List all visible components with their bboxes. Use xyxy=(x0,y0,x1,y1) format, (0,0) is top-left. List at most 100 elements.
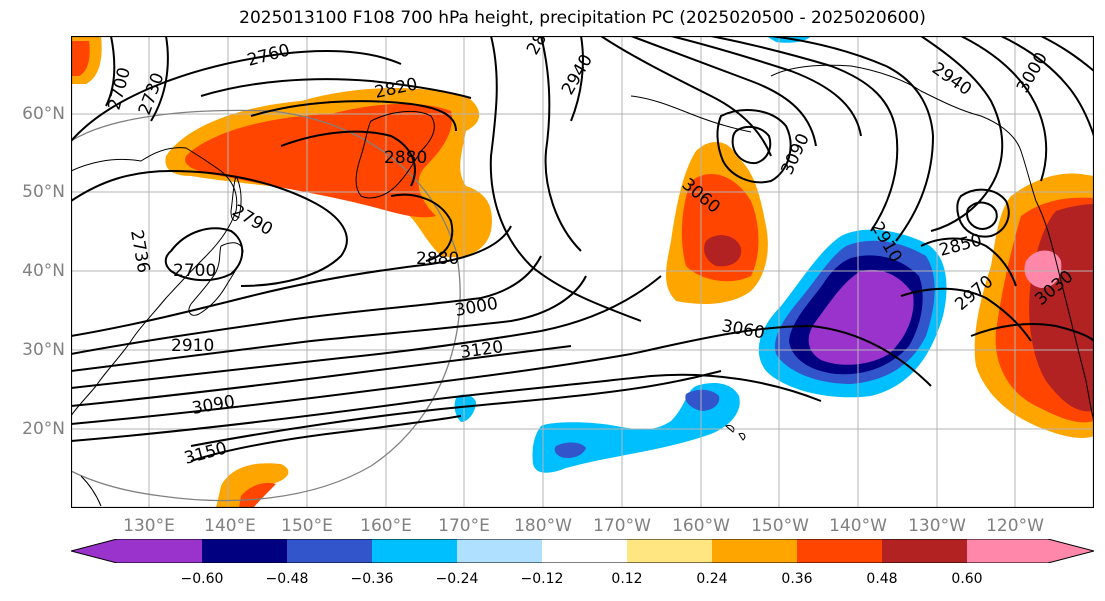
precip-fill-lightblue-small xyxy=(454,394,476,422)
lon-label-170w: 170°W xyxy=(593,516,651,536)
lat-label-30n: 30°N xyxy=(22,340,65,360)
colorbar-tick-label: −0.60 xyxy=(180,571,224,587)
lon-label-130w: 130°W xyxy=(908,516,966,536)
contour-2850 xyxy=(250,100,457,132)
height-contours xyxy=(71,36,1094,462)
contour-2700-nw xyxy=(105,36,116,107)
contour-east-d xyxy=(1040,36,1094,72)
contour-3030-east xyxy=(970,323,1094,342)
precip-fill-darkred-central xyxy=(704,235,742,267)
colorbar-segment-paleblue xyxy=(457,539,542,563)
contour-east-b xyxy=(960,36,1048,182)
contour-2970-east xyxy=(900,287,1032,342)
contour-east-c xyxy=(1000,36,1094,137)
contour-label: 2880 xyxy=(416,249,459,269)
precip-fill-pink-westcoast xyxy=(1024,250,1062,288)
colorbar-tick-label: 0.12 xyxy=(611,571,643,587)
precip-fill-purple-nepac xyxy=(808,269,914,365)
colorbar-segment-purple xyxy=(71,539,117,563)
contour-2940 xyxy=(71,255,542,355)
colorbar-segment-navy xyxy=(202,539,287,563)
contour-2760 xyxy=(71,50,402,142)
colorbar-tick-label: −0.36 xyxy=(350,571,394,587)
lon-label-180w: 180°W xyxy=(514,516,572,536)
contour-ridge-c xyxy=(670,36,862,137)
contour-low-ring xyxy=(956,188,1010,238)
lon-label-150e: 150°E xyxy=(281,516,333,536)
lon-label-120w: 120°W xyxy=(986,516,1044,536)
colorbar-segment-yellow xyxy=(627,539,712,563)
lon-label-140w: 140°W xyxy=(829,516,887,536)
lon-label-150w: 150°W xyxy=(751,516,809,536)
contour-label: 2910 xyxy=(171,336,214,356)
colorbar-segment-pink xyxy=(967,539,1048,563)
contour-ridge-e xyxy=(770,36,935,242)
colorbar-segment-blue xyxy=(287,539,372,563)
lon-label-140e: 140°E xyxy=(204,516,256,536)
contour-2850-east xyxy=(920,237,1017,287)
colorbar-tick-label: 0.36 xyxy=(781,571,813,587)
lon-label-160w: 160°W xyxy=(672,516,730,536)
precip-fill-blue-subtrop-a xyxy=(685,389,720,411)
coast-alaska xyxy=(770,64,1037,202)
contour-2970 xyxy=(71,275,587,372)
colorbar-segment-lightblue xyxy=(372,539,457,563)
coast-aleutians xyxy=(630,95,752,133)
contour-2820 xyxy=(200,78,472,99)
graticule xyxy=(71,36,1094,508)
contour-ridge-b xyxy=(630,36,817,147)
contour-2880-b xyxy=(390,193,454,262)
precip-fill-blue-subtrop-b xyxy=(554,442,586,458)
map-title: 2025013100 F108 700 hPa height, precipit… xyxy=(239,8,926,28)
lat-label-60n: 60°N xyxy=(22,104,65,124)
coast-hawaii xyxy=(725,425,746,441)
colorbar-tick-label: −0.48 xyxy=(265,571,309,587)
contour-ring-high xyxy=(716,109,792,184)
contour-2790 xyxy=(71,169,348,287)
contour-ring-high-inner xyxy=(731,125,772,165)
contour-3120 xyxy=(190,370,722,447)
contour-2730-nw xyxy=(150,36,169,122)
lat-label-50n: 50°N xyxy=(22,182,65,202)
colorbar-tick-label: 0.24 xyxy=(696,571,728,587)
colorbar-segment-darkred xyxy=(882,539,967,563)
contour-ridge-d xyxy=(710,36,899,232)
coast-sakhalin xyxy=(230,175,242,222)
precip-fill-orange-south xyxy=(216,463,289,508)
contour-3060 xyxy=(71,324,932,425)
contour-east-a xyxy=(920,36,1004,232)
lat-label-20n: 20°N xyxy=(22,419,65,439)
coast-namerica-west xyxy=(1035,200,1094,422)
coast-kamchatka xyxy=(355,111,435,199)
contour-low-ring-inner xyxy=(965,201,998,231)
colorbar-segment-purple xyxy=(117,539,202,563)
contour-2700-low xyxy=(164,227,244,282)
colorbar-tick-label: −0.24 xyxy=(435,571,479,587)
colorbar xyxy=(69,538,1096,564)
coast-asia xyxy=(71,147,238,417)
contour-2880-a xyxy=(280,130,416,187)
contour-3000 xyxy=(71,275,662,389)
lon-label-160e: 160°E xyxy=(360,516,412,536)
contour-3030 xyxy=(71,345,572,407)
colorbar-tick-label: −0.12 xyxy=(520,571,564,587)
colorbar-segment-red xyxy=(797,539,882,563)
contour-ridge-a xyxy=(600,36,772,157)
contour-trough-c xyxy=(570,36,584,122)
contour-trough-a xyxy=(489,36,642,322)
precip-fill-red-south xyxy=(239,482,276,508)
contour-label: 2700 xyxy=(173,261,216,281)
colorbar-segment-orange xyxy=(712,539,797,563)
contour-label: 2880 xyxy=(384,148,427,168)
contour-trough-b xyxy=(540,36,582,252)
lon-label-170e: 170°E xyxy=(438,516,490,536)
lon-label-130e: 130°E xyxy=(123,516,175,536)
lat-label-40n: 40°N xyxy=(22,261,65,281)
precip-fill-red-kamchatka xyxy=(185,103,452,218)
colorbar-tick-label: 0.60 xyxy=(951,571,983,587)
contour-3090 xyxy=(71,373,822,442)
coast-philippines xyxy=(80,475,102,507)
contour-3150 xyxy=(190,415,462,462)
precip-fill-layer xyxy=(71,36,1094,508)
precip-fill-red-kurile-small xyxy=(71,41,90,76)
